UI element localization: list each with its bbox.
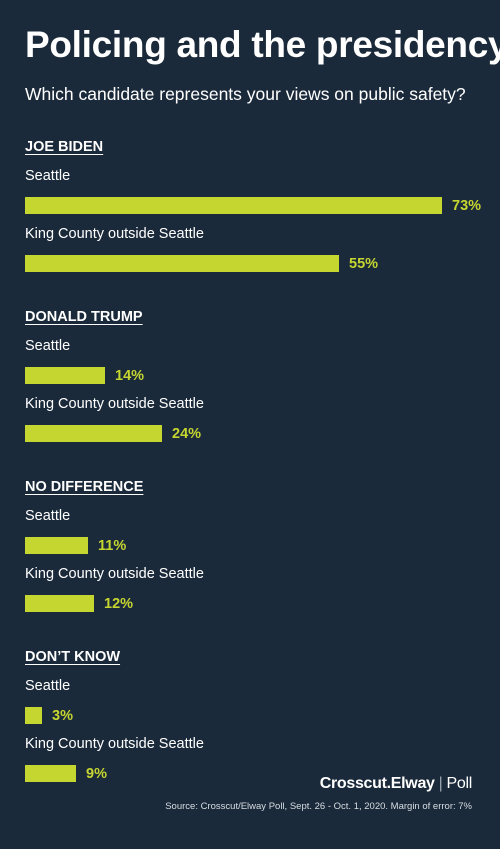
source-note: Source: Crosscut/Elway Poll, Sept. 26 - … — [165, 801, 472, 812]
row-label: Seattle — [25, 508, 71, 524]
row-label: Seattle — [25, 338, 71, 354]
value-label: 14% — [115, 368, 145, 384]
value-label: 11% — [98, 538, 127, 554]
row-label: King County outside Seattle — [25, 226, 204, 242]
value-label: 3% — [52, 708, 73, 724]
group-heading: JOE BIDEN — [25, 139, 104, 155]
bar — [25, 707, 42, 724]
row-label: Seattle — [25, 168, 71, 184]
bar — [25, 197, 442, 214]
bar — [25, 765, 76, 782]
brand-main: Crosscut.Elway — [319, 775, 435, 792]
brand-poll: Poll — [446, 775, 473, 792]
row-label: King County outside Seattle — [25, 396, 204, 412]
group-heading: DONALD TRUMP — [25, 309, 143, 325]
value-label: 9% — [86, 766, 107, 782]
chart-subtitle: Which candidate represents your views on… — [25, 84, 466, 104]
bar — [25, 367, 105, 384]
bar — [25, 595, 94, 612]
value-label: 12% — [104, 596, 134, 612]
bar — [25, 537, 88, 554]
value-label: 73% — [452, 198, 482, 214]
row-label: King County outside Seattle — [25, 566, 204, 582]
bar — [25, 425, 162, 442]
brand-logo: Crosscut.Elway | Poll — [319, 775, 473, 793]
row-label: King County outside Seattle — [25, 736, 204, 752]
chart-title: Policing and the presidency — [25, 24, 500, 65]
brand-separator: | — [438, 775, 443, 792]
group-heading: DON’T KNOW — [25, 649, 121, 665]
row-label: Seattle — [25, 678, 71, 694]
bar — [25, 255, 339, 272]
value-label: 24% — [172, 426, 202, 442]
group-heading: NO DIFFERENCE — [25, 479, 144, 495]
value-label: 55% — [349, 256, 379, 272]
